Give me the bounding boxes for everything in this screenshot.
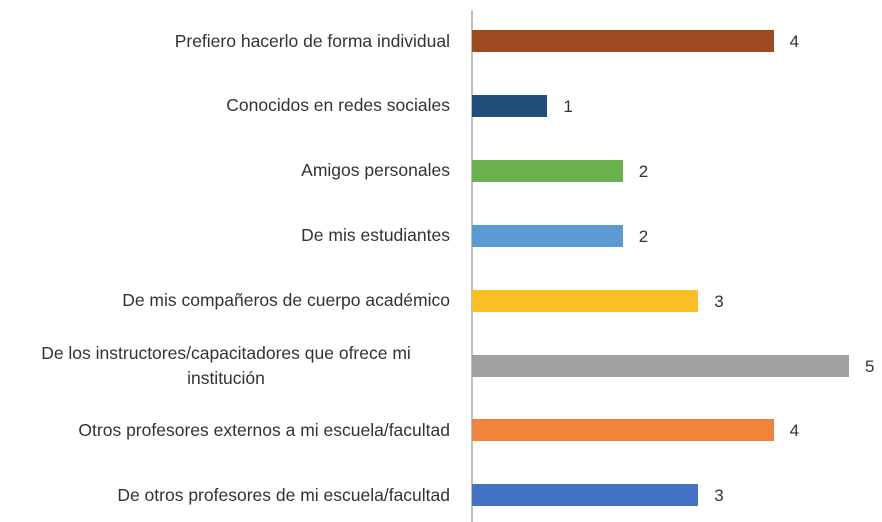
value-label: 3 bbox=[714, 486, 724, 506]
category-label-box: De mis estudiantes bbox=[0, 206, 450, 266]
category-label-box: De los instructores/capacitadores que of… bbox=[0, 336, 450, 396]
bar bbox=[472, 484, 699, 507]
category-label: Conocidos en redes sociales bbox=[226, 95, 450, 116]
bar bbox=[472, 30, 774, 52]
bar bbox=[472, 94, 548, 117]
value-label: 2 bbox=[638, 226, 649, 246]
category-label-box: Otros profesores externos a mi escuela/f… bbox=[0, 400, 450, 460]
value-label: 2 bbox=[638, 161, 649, 181]
category-label-box: Conocidos en redes sociales bbox=[0, 76, 450, 136]
category-label: De mis compañeros de cuerpo académico bbox=[122, 290, 450, 311]
category-label: Prefiero hacerlo de forma individual bbox=[174, 30, 450, 51]
category-label: Amigos personales bbox=[301, 160, 450, 181]
category-axis bbox=[471, 10, 473, 522]
category-label-box: De otros profesores de mi escuela/facult… bbox=[0, 465, 450, 522]
value-label: 3 bbox=[714, 291, 724, 311]
bar bbox=[472, 419, 774, 442]
bar bbox=[472, 224, 623, 247]
value-label: 4 bbox=[789, 421, 800, 441]
value-label: 5 bbox=[865, 356, 875, 376]
value-label: 1 bbox=[563, 96, 573, 116]
value-label: 4 bbox=[789, 32, 800, 51]
category-label-box: Amigos personales bbox=[0, 141, 450, 201]
bar bbox=[472, 159, 623, 182]
category-label: De otros profesores de mi escuela/facult… bbox=[117, 484, 450, 505]
bar bbox=[472, 289, 699, 312]
category-label: De mis estudiantes bbox=[301, 225, 450, 246]
category-label: Otros profesores externos a mi escuela/f… bbox=[78, 419, 450, 440]
category-label: De los instructores/capacitadores que of… bbox=[41, 342, 411, 388]
bar bbox=[472, 354, 849, 377]
category-label-box: Prefiero hacerlo de forma individual bbox=[0, 11, 450, 71]
category-label-box: De mis compañeros de cuerpo académico bbox=[0, 271, 450, 331]
